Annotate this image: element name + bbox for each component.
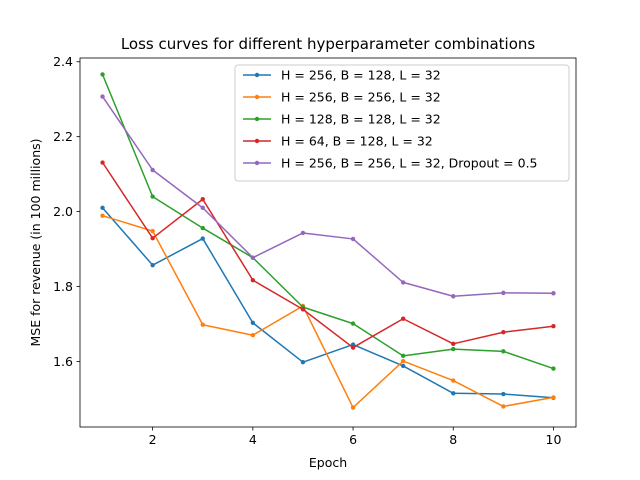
series-4-point [400,316,406,321]
series-2-point [551,395,556,400]
series-1-point [150,262,155,268]
series-4-point [501,330,506,335]
series-1-point [100,205,105,211]
x-axis-label: Epoch [309,455,347,470]
series-1-point [400,363,406,369]
series-3-point [350,321,356,326]
legend-swatch-marker [254,138,260,144]
x-tick-label: 6 [349,432,357,447]
series-3-point [451,346,456,352]
legend-swatch-marker [254,116,260,122]
series-line-2 [102,214,554,409]
y-tick-label: 1.6 [53,354,73,369]
series-line-3 [101,74,554,370]
series-5-point [551,291,556,296]
series-2-point [100,213,105,218]
series-1-point [200,236,205,241]
series-2-point [250,333,256,338]
series-5-point [150,167,155,173]
series-1-point [300,359,306,365]
y-tick-label: 2.4 [53,54,73,69]
plot-frame [79,57,577,428]
series-3-point [551,366,556,371]
series-line-5 [101,96,554,298]
legend-entry-label: H = 256, B = 256, L = 32 [281,90,441,105]
series-5-point [300,230,306,236]
series-5-point [200,205,205,211]
series-5-point [400,280,406,285]
series-2-point [400,358,406,364]
series-5-point [100,94,105,99]
y-tick-label: 2.2 [53,129,73,144]
series-3-point [400,353,406,359]
x-tick-label: 10 [546,432,562,447]
legend-swatch-marker [254,160,260,166]
x-tick-label: 2 [149,432,157,447]
series-1-point [250,320,256,326]
series-4-point [300,307,306,312]
series-3-point [501,349,506,354]
legend-entry-label: H = 256, B = 256, L = 32, Dropout = 0.5 [281,156,538,171]
y-tick-label: 1.8 [53,279,73,294]
series-1-point [451,391,456,396]
series-5-point [501,290,506,296]
y-tick-label: 2.0 [53,204,73,219]
series-4-point [250,277,256,283]
series-4-point [100,160,105,165]
series-2-point [350,405,356,410]
series-4-point [451,341,456,347]
series-4-point [200,197,205,202]
series-2-point [200,322,205,327]
x-tick-label: 8 [449,432,457,447]
series-2-point [501,404,506,409]
y-axis-label: MSE for revenue (in 100 millions) [28,138,43,346]
series-line-4 [101,162,554,349]
plot-area [100,72,556,410]
legend-box [234,64,570,182]
series-1-point [501,391,506,397]
series-3-point [150,194,155,199]
series-4-point [350,345,356,350]
x-tick-label: 4 [249,432,257,447]
series-3-point [100,72,105,77]
legend-entry-label: H = 128, B = 128, L = 32 [281,112,441,127]
series-5-point [451,294,456,299]
series-5-point [250,255,256,260]
series-5-point [350,236,356,242]
series-4-point [150,235,155,241]
legend-entry-label: H = 256, B = 128, L = 32 [281,68,441,83]
chart-title: Loss curves for different hyperparameter… [121,35,536,53]
series-2-point [451,378,456,383]
legend-entry-label: H = 64, B = 128, L = 32 [281,134,433,149]
series-2-point [150,228,155,234]
legend-swatch-marker [254,72,260,78]
series-4-point [551,324,556,329]
series-3-point [200,225,205,231]
legend-swatch-marker [254,94,260,100]
legend: H = 256, B = 128, L = 32 H = 256, B = 256… [234,64,570,182]
